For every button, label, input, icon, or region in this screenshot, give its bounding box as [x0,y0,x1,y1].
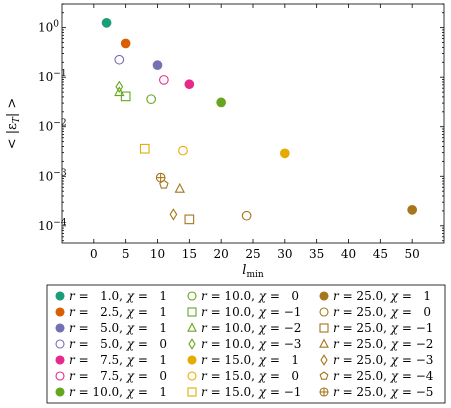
data-point [139,143,150,154]
data-point [184,79,195,90]
y-tick-label: 10−4 [38,218,67,233]
x-tick-label: 45 [373,247,388,261]
data-point [184,214,195,225]
legend-marker [55,355,65,365]
legend-marker [55,307,65,317]
plot-area [101,17,418,225]
legend-marker [187,355,197,365]
data-point [114,86,125,97]
x-tick-label: 35 [309,247,324,261]
y-axis-label: < |εT| > [5,98,22,150]
data-point [174,182,185,193]
x-tick-label: 15 [182,247,197,261]
x-tick-label: 30 [277,247,292,261]
plot-frame [61,3,445,244]
legend-marker [188,338,196,350]
x-tick-label: 40 [341,247,356,261]
legend-marker [55,323,65,333]
legend-label: r = 25.0, χ = 0 [333,305,431,319]
legend-marker [319,338,329,348]
data-point [241,210,252,221]
x-axis-label: lmin [242,263,264,280]
legend-label: r = 25.0, χ = 1 [333,289,431,303]
data-point [279,148,290,159]
legend-label: r = 10.0, χ = −3 [201,337,301,351]
data-point [169,208,178,221]
legend: r = 1.0, χ = 1 r = 2.5, χ = 1 r = 5.0, χ =… [46,284,446,404]
legend-marker [187,307,197,317]
legend-marker [187,322,197,332]
legend-label: r = 15.0, χ = 1 [201,353,299,367]
legend-marker [55,387,65,397]
axes: 0 5 10 15 20 25 30 35 40 45 50 100 10−1 10−2 10−3 10−4 l… [5,3,445,280]
legend-label: r = 10.0, χ = −2 [201,321,301,335]
legend-label: r = 15.0, χ = −1 [201,385,301,399]
legend-label: r = 15.0, χ = 0 [201,369,299,383]
data-point [101,17,112,28]
data-point [115,80,124,93]
data-point [152,60,163,70]
legend-marker [187,387,197,397]
legend-label: r = 2.5, χ = 1 [69,305,167,319]
legend-label: r = 25.0, χ = −3 [333,353,433,367]
legend-marker [319,387,329,397]
x-tick-label: 25 [245,247,260,261]
data-point [114,54,125,65]
legend-marker [319,291,329,301]
data-point [159,75,169,85]
y-tick-label: 10−3 [38,168,67,183]
x-tick-label: 5 [122,247,130,261]
data-point [407,205,418,215]
legend-label: r = 25.0, χ = −2 [333,337,433,351]
y-tick-label: 10−1 [38,69,67,84]
legend-label: r = 10.0, χ = −1 [201,305,301,319]
legend-label: r = 10.0, χ = 1 [69,385,167,399]
legend-label: r = 25.0, χ = −1 [333,321,433,335]
data-point [155,172,166,183]
data-point [120,38,131,49]
data-point [146,94,156,105]
legend-label: r = 5.0, χ = 0 [69,337,167,351]
legend-marker [319,323,329,333]
legend-marker [187,291,197,301]
legend-marker [319,371,329,380]
legend-label: r = 25.0, χ = −5 [333,385,433,399]
legend-box [46,284,446,404]
legend-label: r = 10.0, χ = 0 [201,289,299,303]
legend-marker [319,307,329,317]
legend-marker [320,354,328,366]
data-point [216,97,227,108]
data-point [159,179,169,189]
legend-label: r = 25.0, χ = −4 [333,369,434,383]
legend-marker [55,291,65,301]
legend-marker [187,371,197,381]
x-tick-label: 20 [214,247,229,261]
y-tick-label: 10−2 [38,119,67,134]
legend-label: r = 7.5, χ = 0 [69,369,167,383]
data-point [178,145,188,156]
legend-marker [55,371,65,381]
x-tick-label: 10 [150,247,165,261]
x-tick-label: 50 [405,247,420,261]
legend-label: r = 5.0, χ = 1 [69,321,167,335]
data-point [120,91,131,102]
legend-label: r = 1.0, χ = 1 [69,289,167,303]
legend-marker [55,339,65,349]
legend-label: r = 7.5, χ = 1 [69,353,167,367]
x-tick-label: 0 [90,247,98,261]
y-tick-label: 100 [38,20,59,35]
